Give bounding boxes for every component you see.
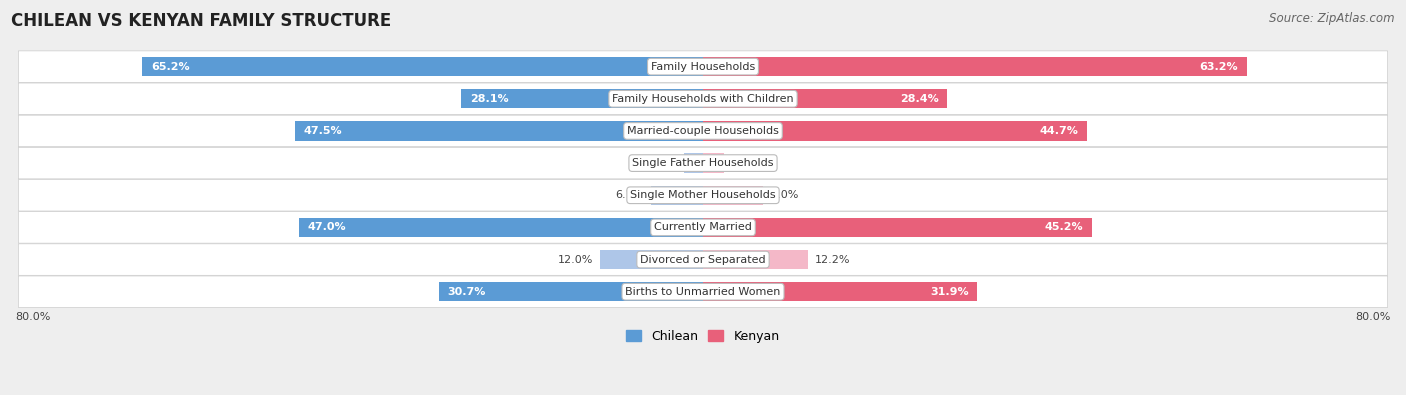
FancyBboxPatch shape: [18, 276, 1388, 307]
Legend: Chilean, Kenyan: Chilean, Kenyan: [621, 325, 785, 348]
Text: Family Households with Children: Family Households with Children: [612, 94, 794, 104]
Text: 2.4%: 2.4%: [731, 158, 759, 168]
Text: 7.0%: 7.0%: [770, 190, 799, 200]
Text: 6.1%: 6.1%: [616, 190, 644, 200]
Bar: [703, 57, 1247, 76]
Bar: [703, 218, 1091, 237]
Text: Single Mother Households: Single Mother Households: [630, 190, 776, 200]
Text: Divorced or Separated: Divorced or Separated: [640, 254, 766, 265]
Bar: [294, 121, 703, 141]
Bar: [703, 186, 763, 205]
Bar: [703, 250, 808, 269]
Text: Family Households: Family Households: [651, 62, 755, 71]
Text: 44.7%: 44.7%: [1040, 126, 1078, 136]
Bar: [439, 282, 703, 301]
Text: 12.2%: 12.2%: [815, 254, 851, 265]
Text: Single Father Households: Single Father Households: [633, 158, 773, 168]
Bar: [703, 89, 948, 109]
Text: 80.0%: 80.0%: [15, 312, 51, 322]
Text: 12.0%: 12.0%: [558, 254, 593, 265]
Bar: [685, 153, 703, 173]
Text: 47.5%: 47.5%: [304, 126, 342, 136]
Bar: [651, 186, 703, 205]
Bar: [600, 250, 703, 269]
Bar: [299, 218, 703, 237]
FancyBboxPatch shape: [18, 115, 1388, 147]
Bar: [461, 89, 703, 109]
Text: 31.9%: 31.9%: [931, 287, 969, 297]
Text: CHILEAN VS KENYAN FAMILY STRUCTURE: CHILEAN VS KENYAN FAMILY STRUCTURE: [11, 12, 391, 30]
Text: 30.7%: 30.7%: [447, 287, 486, 297]
Bar: [703, 121, 1087, 141]
FancyBboxPatch shape: [18, 244, 1388, 275]
Text: 28.4%: 28.4%: [900, 94, 939, 104]
Text: Births to Unmarried Women: Births to Unmarried Women: [626, 287, 780, 297]
Text: 2.2%: 2.2%: [648, 158, 678, 168]
Text: 65.2%: 65.2%: [150, 62, 190, 71]
Text: 28.1%: 28.1%: [470, 94, 509, 104]
FancyBboxPatch shape: [18, 212, 1388, 243]
FancyBboxPatch shape: [18, 83, 1388, 115]
Text: Married-couple Households: Married-couple Households: [627, 126, 779, 136]
FancyBboxPatch shape: [18, 179, 1388, 211]
Text: Currently Married: Currently Married: [654, 222, 752, 232]
Text: 80.0%: 80.0%: [1355, 312, 1391, 322]
Bar: [142, 57, 703, 76]
Text: 63.2%: 63.2%: [1199, 62, 1237, 71]
FancyBboxPatch shape: [18, 147, 1388, 179]
Text: Source: ZipAtlas.com: Source: ZipAtlas.com: [1270, 12, 1395, 25]
FancyBboxPatch shape: [18, 51, 1388, 83]
Bar: [703, 282, 977, 301]
Bar: [703, 153, 724, 173]
Text: 45.2%: 45.2%: [1045, 222, 1083, 232]
Text: 47.0%: 47.0%: [308, 222, 346, 232]
